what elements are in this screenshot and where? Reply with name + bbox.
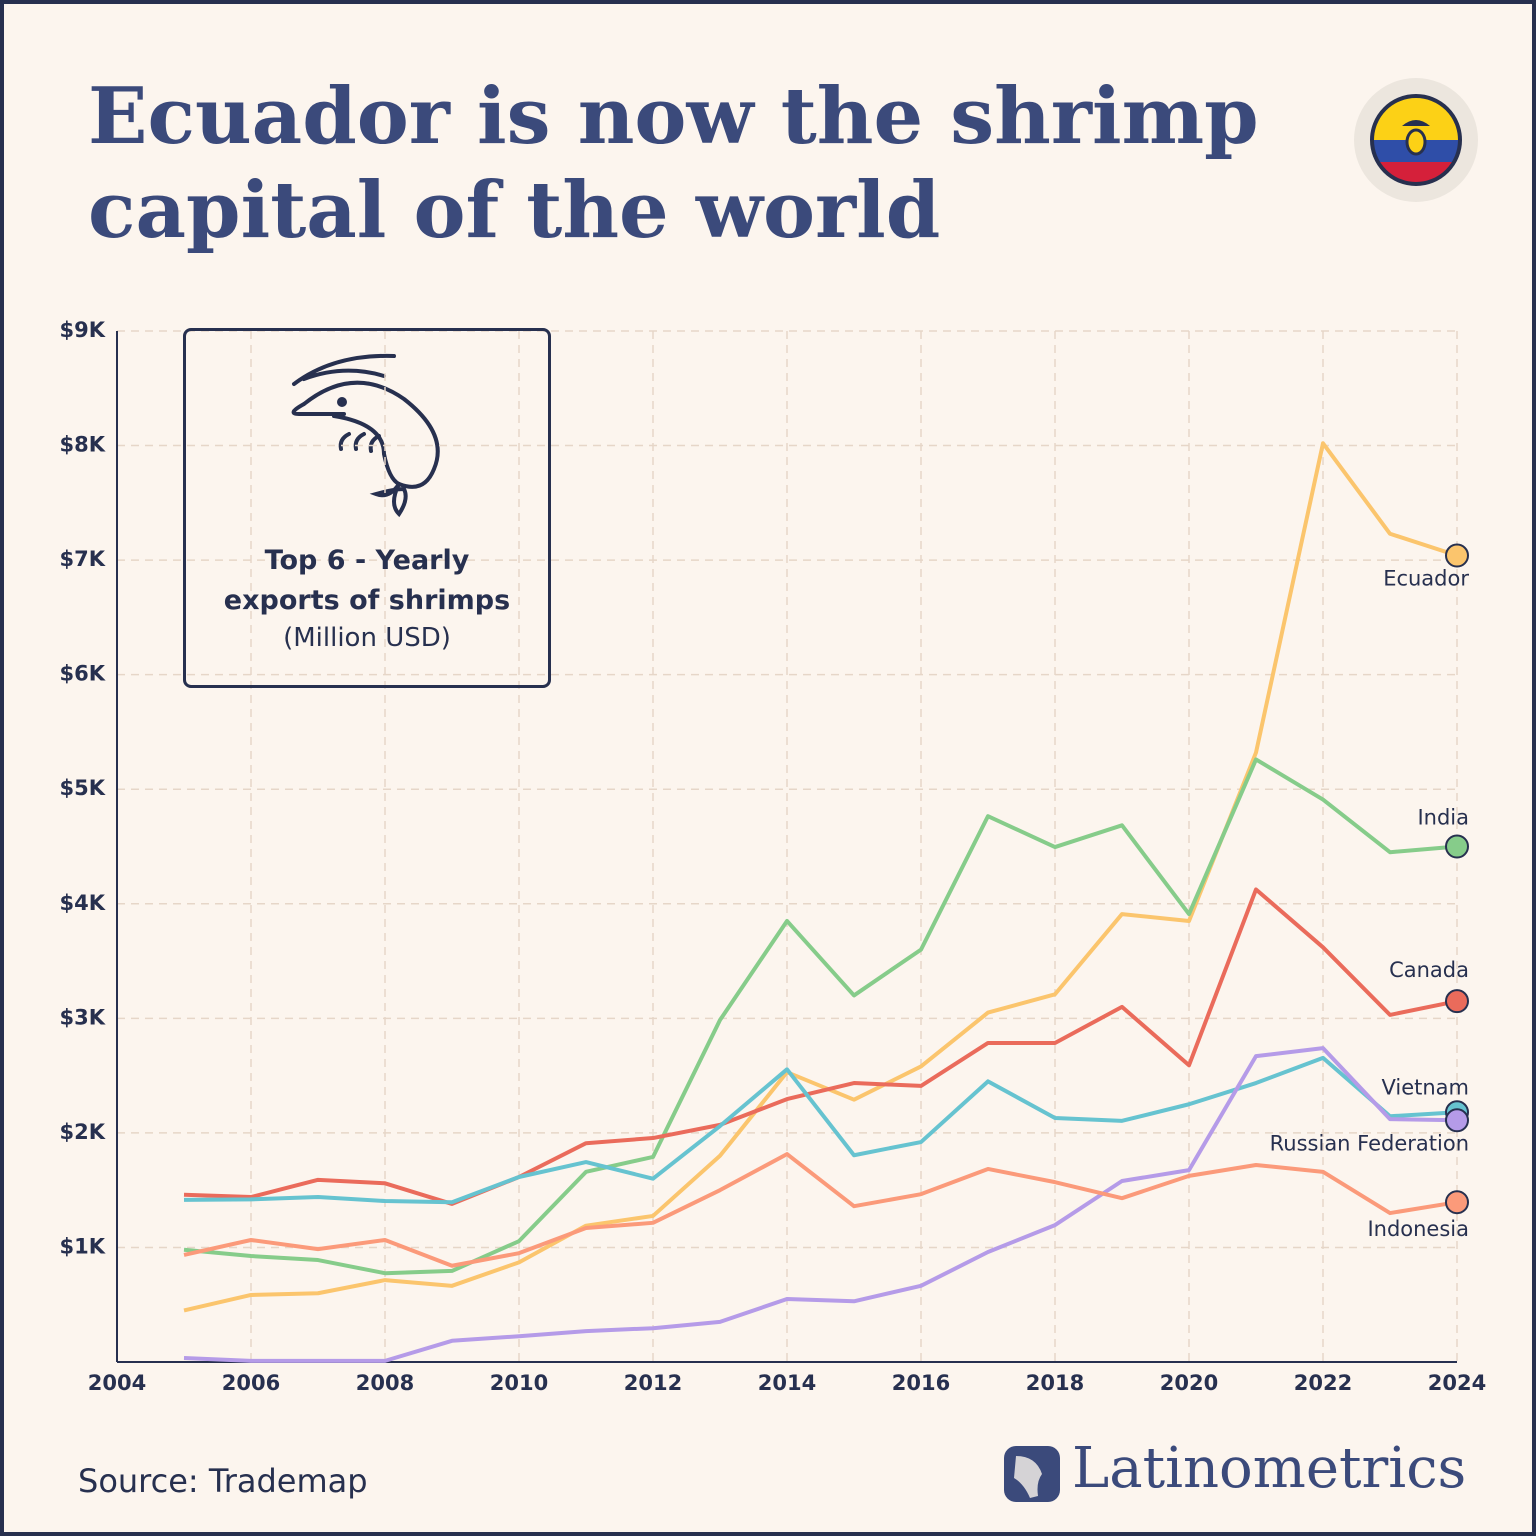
legend-label: Canada xyxy=(1389,958,1469,982)
shrimp-icon xyxy=(291,353,440,518)
x-tick-label: 2024 xyxy=(1428,1371,1486,1395)
y-tick-label: $3K xyxy=(60,1005,106,1029)
series-line xyxy=(183,887,1458,1206)
subtitle: Top 6 - Yearly exports of shrimps xyxy=(223,545,511,616)
end-marker xyxy=(1445,1190,1469,1215)
end-marker xyxy=(1445,834,1469,859)
legend-label: Russian Federation xyxy=(1270,1131,1469,1155)
legend-label: India xyxy=(1417,806,1469,830)
series-line xyxy=(183,1055,1458,1205)
legend-box: Top 6 - Yearly exports of shrimps (Milli… xyxy=(183,328,551,688)
x-tick-label: 2010 xyxy=(490,1371,548,1395)
y-tick-label: $1K xyxy=(60,1234,106,1258)
legend-label: Ecuador xyxy=(1383,567,1469,591)
end-marker xyxy=(1445,1108,1469,1133)
x-tick-label: 2020 xyxy=(1160,1371,1218,1395)
source: Source: Trademap xyxy=(78,1462,368,1500)
units-label: (Million USD) xyxy=(283,623,451,653)
y-tick-label: $8K xyxy=(60,433,106,457)
x-tick-label: 2008 xyxy=(356,1371,414,1395)
x-tick-label: 2014 xyxy=(758,1371,816,1395)
y-tick-label: $2K xyxy=(60,1120,106,1144)
chart: $1K $2K $3K $4K $5K $6K $7K $8K $9K 2004 2006 2008 2… xyxy=(60,78,1486,1502)
brand-logo xyxy=(1004,1446,1060,1502)
ecuador-flag-icon xyxy=(1354,78,1478,202)
y-tick-label: $9K xyxy=(60,318,106,342)
x-tick-label: 2012 xyxy=(624,1371,682,1395)
end-marker xyxy=(1445,543,1469,568)
end-marker xyxy=(1445,989,1469,1014)
x-tick-label: 2018 xyxy=(1026,1371,1084,1395)
legend-label: Indonesia xyxy=(1367,1217,1469,1241)
x-tick-label: 2006 xyxy=(222,1371,280,1395)
y-tick-label: $4K xyxy=(60,891,106,915)
legend-label: Vietnam xyxy=(1381,1075,1469,1099)
x-tick-label: 2022 xyxy=(1294,1371,1352,1395)
y-tick-label: $7K xyxy=(60,547,106,571)
y-tick-label: $5K xyxy=(60,776,106,800)
series-line xyxy=(183,1046,1458,1363)
brand: Latinometrics xyxy=(1072,1436,1467,1501)
series-line xyxy=(183,1152,1458,1268)
series-line xyxy=(183,757,1458,1276)
chart-title: Ecuador is now the shrimp capital of the… xyxy=(88,71,1259,256)
x-tick-label: 2004 xyxy=(88,1371,146,1395)
y-tick-label: $6K xyxy=(60,662,106,686)
x-tick-label: 2016 xyxy=(892,1371,950,1395)
